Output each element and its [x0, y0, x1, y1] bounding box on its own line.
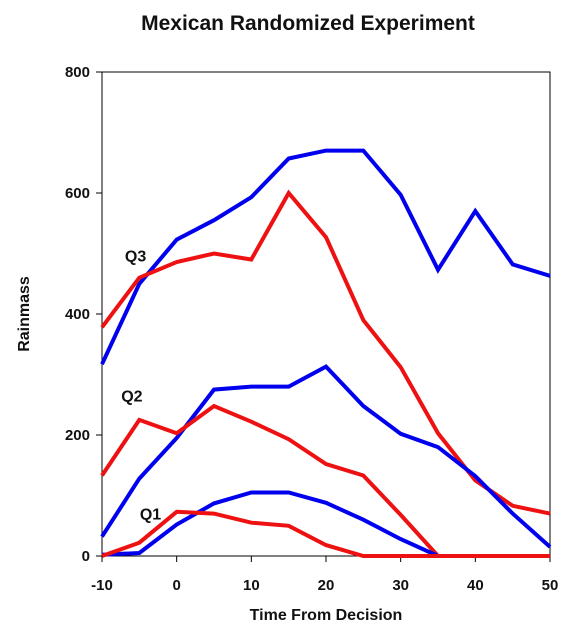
- x-axis-label: Time From Decision: [250, 607, 403, 624]
- x-tick-label: 30: [392, 577, 409, 594]
- annotation-q2: Q2: [121, 389, 142, 406]
- x-tick-label: 40: [467, 577, 484, 594]
- y-axis: 0 200 400 600 800: [65, 64, 102, 565]
- q3-seeded-line: [100, 148, 551, 366]
- series-layer: [100, 148, 552, 558]
- q2-seeded-line: [100, 364, 552, 549]
- x-tick-label: 50: [542, 577, 559, 594]
- y-tick-label: 400: [65, 306, 90, 323]
- annotation-q3: Q3: [125, 248, 146, 265]
- x-tick-label: 20: [318, 577, 335, 594]
- annotation-q1: Q1: [140, 507, 161, 524]
- x-tick-label: 10: [243, 577, 260, 594]
- y-axis-label: Rainmass: [16, 276, 33, 352]
- y-tick-label: 600: [65, 185, 90, 202]
- chart-title: Mexican Randomized Experiment: [141, 12, 475, 35]
- q3-unseeded-line: [100, 189, 551, 516]
- q1-unseeded-line: [101, 509, 550, 558]
- y-tick-label: 0: [82, 548, 90, 565]
- y-tick-label: 200: [65, 427, 90, 444]
- x-tick-label: 0: [172, 577, 180, 594]
- annotation-layer: Q3 Q2 Q1: [121, 248, 161, 523]
- x-axis: -10 0 10 20 30 40 50: [91, 556, 558, 594]
- y-tick-label: 800: [65, 64, 90, 81]
- x-tick-label: -10: [91, 577, 113, 594]
